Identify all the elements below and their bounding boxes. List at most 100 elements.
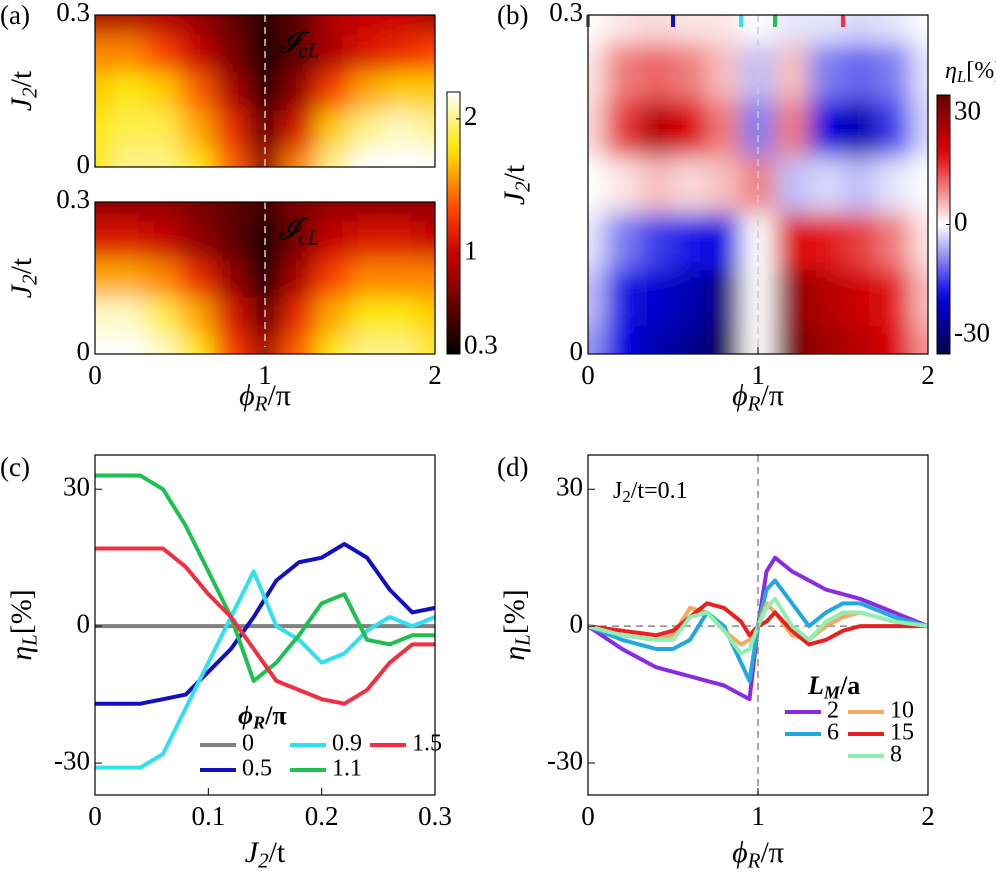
- x-axis-label-sub: 2: [258, 848, 269, 872]
- heatmap-clip: [95, 15, 435, 167]
- legend-label: 2: [827, 698, 839, 724]
- heat-cell: [911, 156, 928, 214]
- x-axis-label-tail: /π: [760, 836, 783, 869]
- heat-cell: [843, 15, 878, 44]
- heat-cell: [112, 297, 147, 336]
- heat-cell: [588, 99, 606, 157]
- heat-cell: [588, 43, 606, 101]
- heat-cell: [282, 15, 317, 35]
- annotation-sub: 2: [622, 487, 630, 506]
- cb-tick-label: -30: [954, 318, 990, 348]
- heat-cell: [877, 99, 912, 157]
- heat-cell: [605, 325, 640, 354]
- x-tick-label: 0: [581, 801, 595, 831]
- heat-cell: [146, 72, 181, 111]
- x-axis-label: J2/t: [245, 836, 286, 872]
- heat-cell: [95, 110, 113, 149]
- y-tick-label: -30: [547, 745, 583, 775]
- heat-cell: [350, 335, 385, 354]
- heat-cell: [214, 34, 249, 73]
- heat-cell: [418, 72, 435, 111]
- x-axis-label-tail: /π: [760, 379, 783, 412]
- cb-label-sub: L: [956, 67, 966, 86]
- y-axis-label-sub: 2: [510, 181, 534, 192]
- y-tick-label: 0: [77, 608, 91, 638]
- heat-cell: [418, 335, 435, 354]
- heat-cell: [809, 156, 844, 214]
- heat-cell: [673, 269, 708, 327]
- top-marker: [773, 15, 777, 27]
- legend-label: 1.5: [412, 731, 442, 757]
- heat-cell: [214, 15, 249, 35]
- heat-cell: [95, 202, 113, 222]
- heat-cell: [418, 202, 435, 222]
- heat-cell: [877, 212, 912, 270]
- x-tick-label: 2: [428, 360, 442, 390]
- series-line: [95, 569, 436, 770]
- annotation-base: J: [613, 478, 622, 504]
- cb-tick-label: 2: [464, 101, 478, 131]
- heat-cell: [316, 259, 351, 298]
- heat-cell: [911, 99, 928, 157]
- heat-cell: [639, 212, 674, 270]
- y-tick-label: 0: [570, 608, 584, 638]
- y-axis-label-sub: 2: [17, 274, 41, 285]
- y-tick-label: 0: [77, 149, 91, 179]
- heat-cell: [316, 221, 351, 260]
- heat-cell: [588, 325, 606, 354]
- heat-cell: [95, 72, 113, 111]
- x-tick-label: 1: [751, 360, 765, 390]
- heat-cell: [843, 156, 878, 214]
- heat-cell: [418, 148, 435, 167]
- heat-cell: [605, 15, 640, 44]
- heat-cell: [350, 148, 385, 167]
- y-axis-label: ηL[%]: [498, 589, 534, 661]
- y-axis-label-sub: L: [510, 634, 534, 647]
- heat-cell: [605, 156, 640, 214]
- heat-cell: [384, 221, 419, 260]
- x-axis-label: ϕR/π: [732, 379, 784, 415]
- y-axis-label: J2/t: [5, 257, 41, 298]
- heat-cell: [316, 202, 351, 222]
- heatmap: [95, 202, 435, 354]
- top-marker: [841, 15, 845, 27]
- x-tick-label: 2: [921, 801, 935, 831]
- x-tick-label: 1: [258, 360, 272, 390]
- heat-cell: [146, 15, 181, 35]
- heat-cell: [112, 221, 147, 260]
- heat-cell: [180, 221, 215, 260]
- heat-cell: [418, 221, 435, 260]
- heat-cell: [605, 99, 640, 157]
- y-axis-label-base: J: [5, 96, 38, 111]
- x-axis-label-tail: /π: [267, 379, 290, 412]
- annotation-sub: cL: [298, 38, 319, 62]
- heat-cell: [282, 221, 317, 260]
- heat-cell: [775, 156, 810, 214]
- heat-cell: [316, 148, 351, 167]
- heat-cell: [146, 259, 181, 298]
- y-axis-label: ηL[%]: [5, 589, 41, 661]
- heat-cell: [775, 269, 810, 327]
- heat-cell: [384, 110, 419, 149]
- heat-cell: [809, 269, 844, 327]
- heat-cell: [282, 110, 317, 149]
- heat-cell: [180, 110, 215, 149]
- heat-cell: [384, 259, 419, 298]
- heat-cell: [384, 297, 419, 336]
- heat-cell: [384, 72, 419, 111]
- legend-title-sub: R: [252, 713, 265, 733]
- heat-cell: [384, 148, 419, 167]
- cb-label-tail: [%]: [966, 58, 996, 84]
- heat-cell: [877, 43, 912, 101]
- heat-cell: [707, 269, 742, 327]
- y-axis-label-base: J: [498, 190, 531, 205]
- annotation: 𝓘cL−: [278, 207, 319, 249]
- heat-cell: [418, 259, 435, 298]
- heat-cell: [809, 15, 844, 44]
- heat-cell: [639, 269, 674, 327]
- heat-cell: [843, 99, 878, 157]
- heat-cell: [350, 297, 385, 336]
- heat-cell: [350, 110, 385, 149]
- legend-title: LM/a: [807, 671, 860, 703]
- y-axis-label-base: J: [5, 283, 38, 298]
